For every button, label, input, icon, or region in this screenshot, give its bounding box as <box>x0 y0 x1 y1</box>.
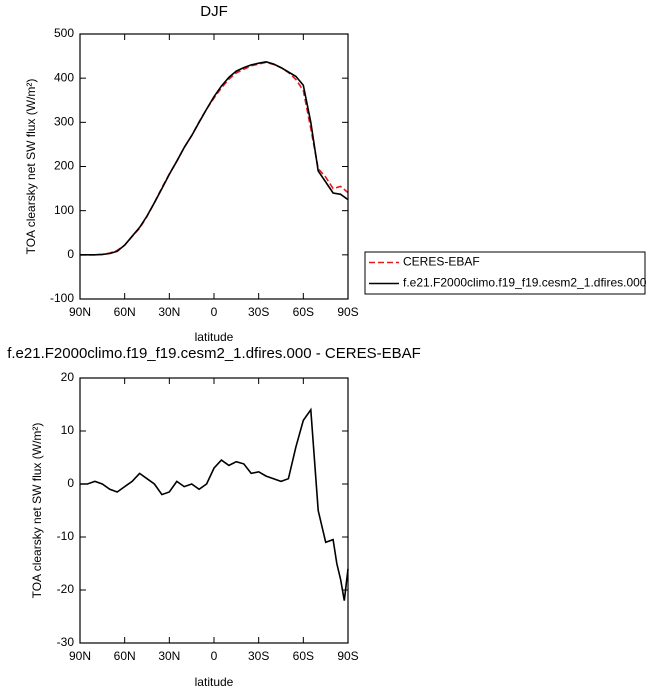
y-tick-label: 200 <box>54 159 74 173</box>
chart-title: DJF <box>200 3 228 20</box>
y-tick-label: 100 <box>54 203 74 217</box>
plot-frame <box>79 377 349 644</box>
x-tick-label: 0 <box>211 305 218 319</box>
x-tick-label: 30S <box>248 305 269 319</box>
legend-box <box>364 251 646 295</box>
legend-label: CERES-EBAF <box>403 255 480 269</box>
x-axis-label: latitude <box>195 675 234 689</box>
x-tick-label: 30S <box>248 649 269 663</box>
x-tick-label: 90S <box>337 305 358 319</box>
x-tick-label: 90S <box>337 649 358 663</box>
chart-title: f.e21.F2000climo.f19_f19.cesm2_1.dfires.… <box>7 345 421 362</box>
x-tick-label: 60S <box>293 649 314 663</box>
x-axis-label: latitude <box>195 330 234 344</box>
x-tick-label: 60N <box>114 305 136 319</box>
y-axis-label: TOA clearsky net SW flux (W/m²) <box>24 79 38 255</box>
y-tick-label: -30 <box>57 635 75 649</box>
x-tick-label: 30N <box>158 305 180 319</box>
y-tick-label: 400 <box>54 70 74 84</box>
y-tick-label: -20 <box>57 582 75 596</box>
x-tick-label: 90N <box>69 649 91 663</box>
y-tick-label: 300 <box>54 115 74 129</box>
x-tick-label: 60N <box>114 649 136 663</box>
x-tick-label: 30N <box>158 649 180 663</box>
legend-label: f.e21.F2000climo.f19_f19.cesm2_1.dfires.… <box>403 276 647 290</box>
data-line <box>80 407 349 601</box>
y-tick-label: 0 <box>67 247 74 261</box>
y-tick-label: 0 <box>67 476 74 490</box>
y-tick-label: 20 <box>61 370 75 384</box>
y-tick-label: -100 <box>50 291 74 305</box>
x-tick-label: 90N <box>69 305 91 319</box>
y-axis-label: TOA clearsky net SW flux (W/m²) <box>30 423 44 599</box>
x-tick-label: 0 <box>211 649 218 663</box>
data-line <box>80 60 349 256</box>
y-tick-label: 10 <box>61 423 75 437</box>
data-line <box>80 61 349 256</box>
plot-frame <box>79 33 349 300</box>
y-tick-label: 500 <box>54 26 74 40</box>
y-tick-label: -10 <box>57 529 75 543</box>
x-tick-label: 60S <box>293 305 314 319</box>
